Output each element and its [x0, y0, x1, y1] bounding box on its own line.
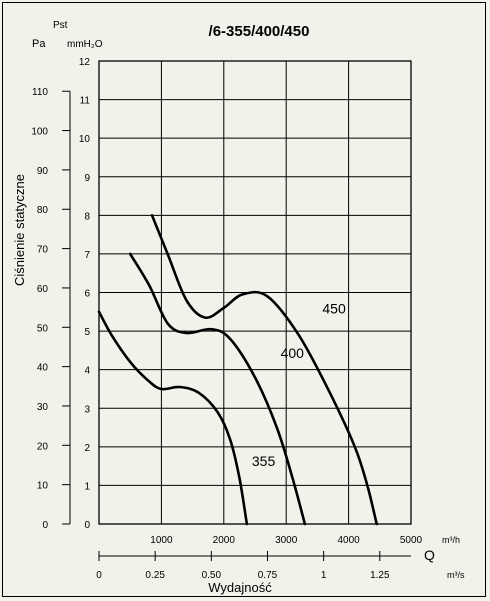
y-unit-mmh2o: mmH₂O [67, 39, 103, 50]
x-tick-label-m3h: 2000 [213, 535, 236, 546]
y-tick-label-mmh2o: 8 [84, 211, 90, 222]
x-tick-label-m3h: 4000 [337, 535, 360, 546]
y-tick-label-mmh2o: 1 [84, 481, 90, 492]
x-axis-ticks: 1000 2000 3000 4000 5000 0 0.25 0.50 0.75 1 1.25 [96, 535, 422, 581]
x-tick-label-m3h: 1000 [150, 535, 173, 546]
x-axis-label: Wydajność [208, 580, 272, 595]
y-tick-label-pa: 10 [37, 481, 49, 492]
y-tick-label-mmh2o: 2 [84, 443, 90, 454]
curve-400 [128, 252, 307, 526]
y-tick-label-mmh2o: 11 [80, 96, 91, 107]
series-curves: 355 400 450 [97, 214, 378, 526]
y-tick-label-mmh2o: 3 [84, 404, 90, 415]
y-tick-label-pa: 60 [37, 284, 49, 295]
x-tick-label-m3s: 1 [321, 570, 327, 581]
curve-label-355: 355 [252, 453, 276, 469]
x-tick-label-m3s: 0.25 [145, 570, 165, 581]
y-tick-label-pa: 70 [37, 245, 49, 256]
y-tick-label-mmh2o: 6 [84, 289, 90, 300]
x-tick-label-m3h: 3000 [275, 535, 298, 546]
chart-title: /6-355/400/450 [209, 23, 310, 40]
y-tick-label-pa: 0 [42, 520, 48, 531]
y-tick-label-pa: 110 [32, 87, 48, 98]
y-tick-label-mmh2o: 5 [84, 327, 90, 338]
y-tick-label-pa: 50 [37, 323, 49, 334]
curve-450 [150, 214, 378, 526]
y-tick-label-mmh2o: 0 [84, 520, 90, 531]
y-tick-label-pa: 20 [37, 441, 49, 452]
curve-label-450: 450 [322, 301, 346, 317]
y-axis-ticks: 0123456789101112010203040506070809010011… [31, 57, 90, 531]
y-tick-label-pa: 40 [37, 363, 49, 374]
y-tick-label-pa: 30 [37, 402, 49, 413]
x-axis-letter-q: Q [424, 547, 435, 563]
y-tick-label-mmh2o: 7 [84, 250, 90, 261]
y-tick-label-pa: 90 [37, 166, 49, 177]
chart-frame [2, 2, 486, 597]
y-unit-pst: Pst [53, 20, 68, 31]
grid [98, 60, 412, 525]
x-tick-label-m3s: 0.50 [202, 570, 222, 581]
x-tick-label-m3s: 1.25 [370, 570, 390, 581]
y-axis-label: Ciśnienie statyczne [12, 174, 27, 286]
y-tick-label-pa: 100 [31, 127, 48, 138]
x-tick-label-m3s: 0.75 [258, 570, 278, 581]
x-tick-label-m3h: 5000 [400, 535, 423, 546]
curve-355 [97, 310, 249, 526]
y-tick-label-mmh2o: 10 [79, 134, 91, 145]
y-unit-pa: Pa [32, 38, 46, 50]
curve-label-400: 400 [281, 345, 305, 361]
y-tick-label-mmh2o: 12 [79, 57, 91, 68]
x-unit-m3s: m³/s [447, 570, 465, 580]
x-tick-label-m3s: 0 [96, 570, 102, 581]
y-tick-label-mmh2o: 9 [84, 173, 90, 184]
y-tick-label-pa: 80 [37, 205, 49, 216]
y-tick-label-mmh2o: 4 [84, 366, 90, 377]
x-unit-m3h: m³/h [442, 535, 460, 545]
